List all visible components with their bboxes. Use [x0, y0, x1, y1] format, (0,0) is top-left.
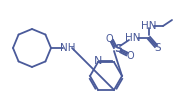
Text: NH: NH	[60, 43, 76, 53]
Text: S: S	[114, 44, 122, 54]
Text: O: O	[105, 34, 113, 44]
Text: HN: HN	[125, 33, 141, 43]
Text: N: N	[94, 56, 102, 66]
Text: S: S	[155, 43, 161, 53]
Text: O: O	[126, 51, 134, 61]
Text: HN: HN	[141, 21, 157, 31]
